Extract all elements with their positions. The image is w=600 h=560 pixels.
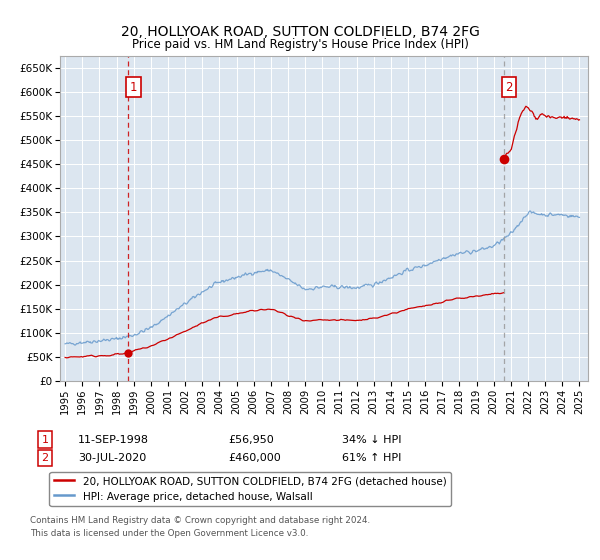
Text: 61% ↑ HPI: 61% ↑ HPI bbox=[342, 453, 401, 463]
Text: Contains HM Land Registry data © Crown copyright and database right 2024.
This d: Contains HM Land Registry data © Crown c… bbox=[30, 516, 370, 538]
Text: 2: 2 bbox=[505, 81, 512, 94]
Text: Price paid vs. HM Land Registry's House Price Index (HPI): Price paid vs. HM Land Registry's House … bbox=[131, 38, 469, 51]
Text: £56,950: £56,950 bbox=[228, 435, 274, 445]
Text: 34% ↓ HPI: 34% ↓ HPI bbox=[342, 435, 401, 445]
Legend: 20, HOLLYOAK ROAD, SUTTON COLDFIELD, B74 2FG (detached house), HPI: Average pric: 20, HOLLYOAK ROAD, SUTTON COLDFIELD, B74… bbox=[49, 472, 451, 506]
Text: 1: 1 bbox=[41, 435, 49, 445]
Text: 1: 1 bbox=[130, 81, 137, 94]
Text: 20, HOLLYOAK ROAD, SUTTON COLDFIELD, B74 2FG: 20, HOLLYOAK ROAD, SUTTON COLDFIELD, B74… bbox=[121, 25, 479, 39]
Text: 2: 2 bbox=[41, 453, 49, 463]
Text: 11-SEP-1998: 11-SEP-1998 bbox=[78, 435, 149, 445]
Text: 30-JUL-2020: 30-JUL-2020 bbox=[78, 453, 146, 463]
Text: £460,000: £460,000 bbox=[228, 453, 281, 463]
